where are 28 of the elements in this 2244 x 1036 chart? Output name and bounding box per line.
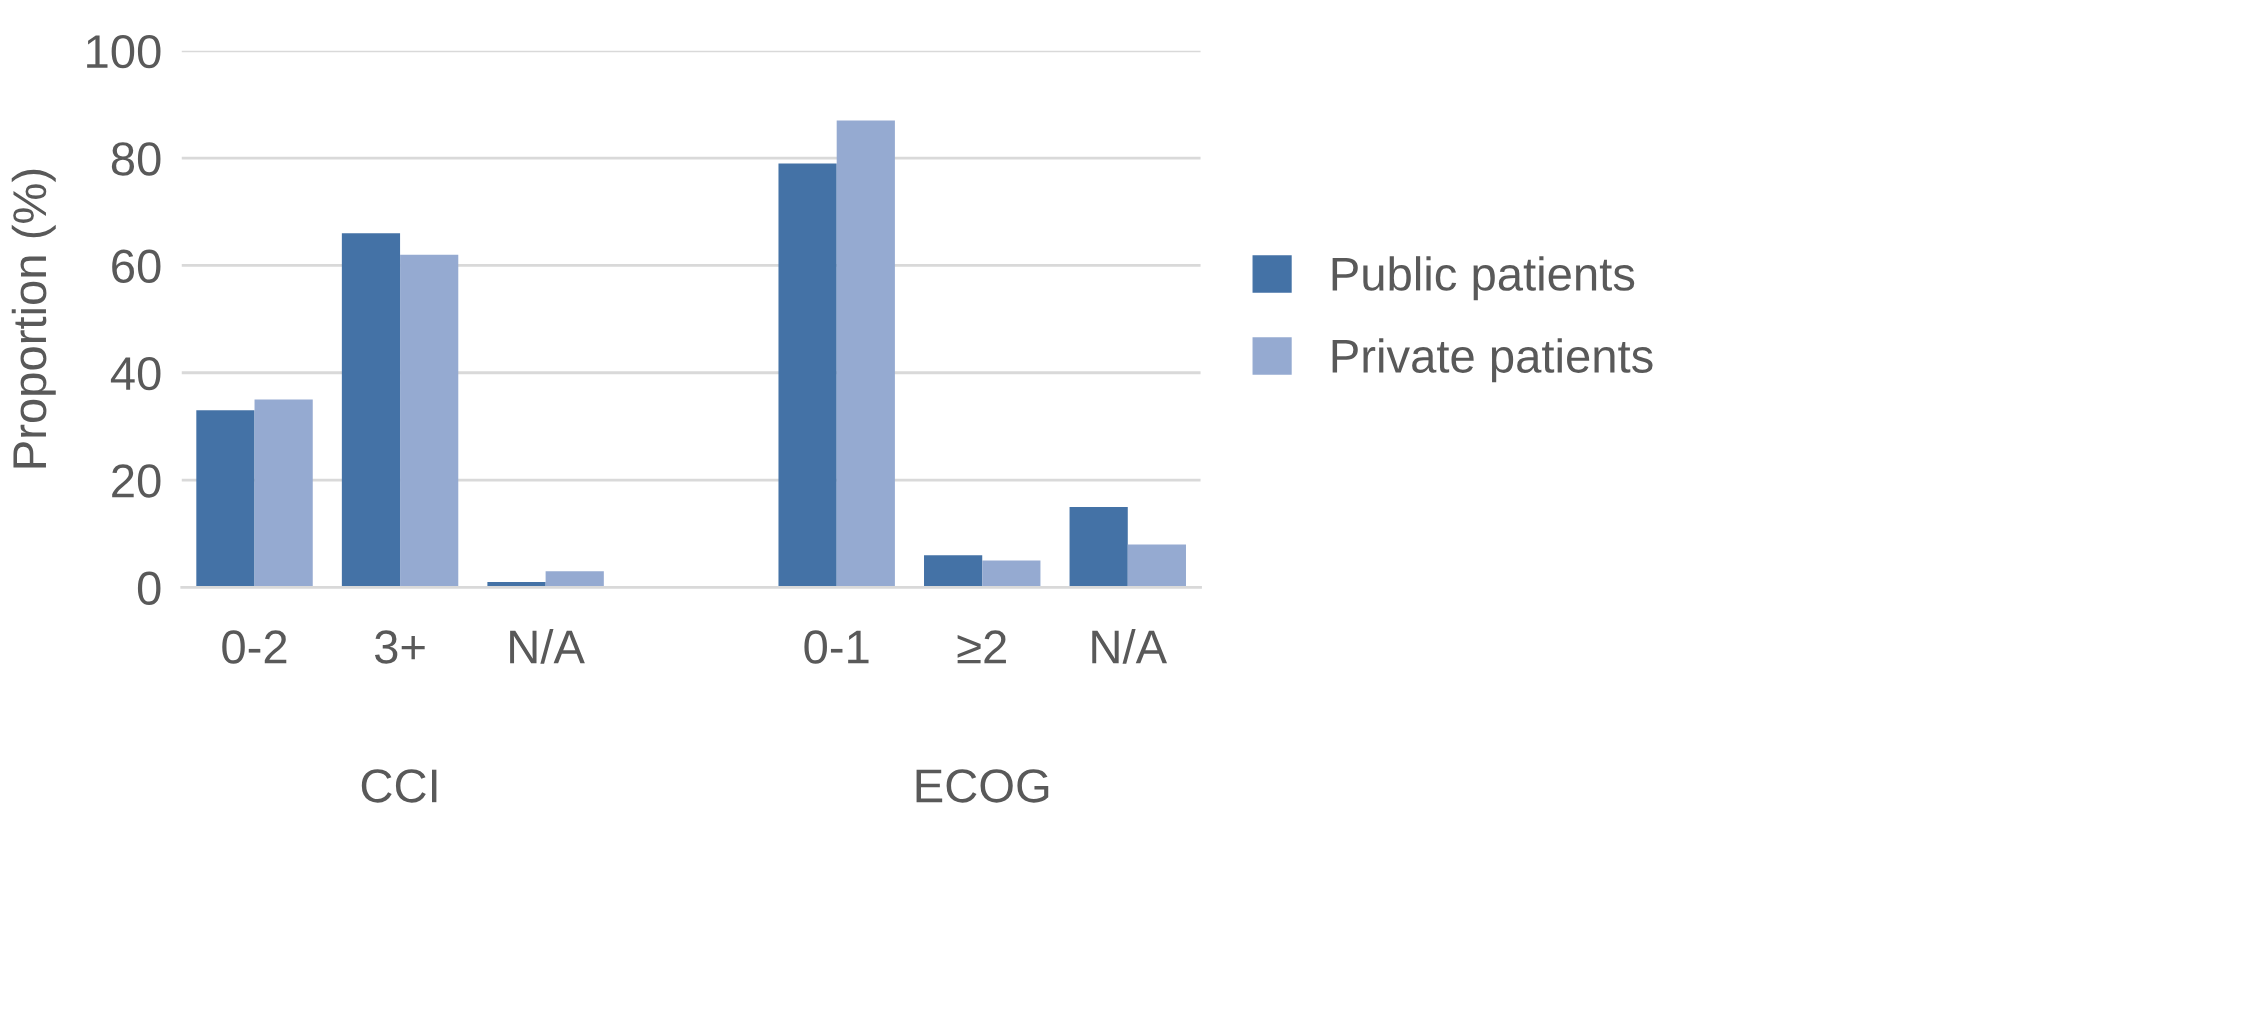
x-tick-label: 0-1: [804, 630, 869, 664]
y-tick-label: 40: [110, 356, 161, 391]
x-tick-label: 3+: [374, 630, 425, 664]
legend-label: Private patients: [1332, 338, 1653, 383]
bar: [545, 571, 604, 588]
bar: [924, 555, 983, 588]
y-tick-label: 0: [137, 571, 161, 605]
text: CCI: [361, 769, 437, 803]
y-tick-label: 60: [112, 249, 161, 283]
bar: [254, 399, 313, 588]
bar: [400, 254, 459, 588]
legend-label: Public patients: [1332, 256, 1635, 301]
bar: [778, 163, 837, 588]
bar: [1069, 506, 1128, 588]
text: ECOG: [916, 769, 1049, 803]
bar: [341, 233, 401, 588]
y-axis-title: Proportion (%): [11, 169, 56, 468]
x-tick-label: 0-2: [222, 630, 287, 664]
x-tick-label: N/A: [1092, 629, 1168, 664]
y-tick-label: 80: [111, 142, 161, 176]
bar: [836, 120, 895, 588]
bar: [982, 560, 1041, 588]
bar: [1127, 544, 1186, 588]
x-tick-label: N/A: [510, 629, 585, 664]
x-tick-label: ≥2: [957, 630, 1006, 664]
bar: [196, 410, 255, 588]
y-tick-label: 20: [112, 464, 161, 498]
y-tick-label: 100: [87, 34, 161, 69]
